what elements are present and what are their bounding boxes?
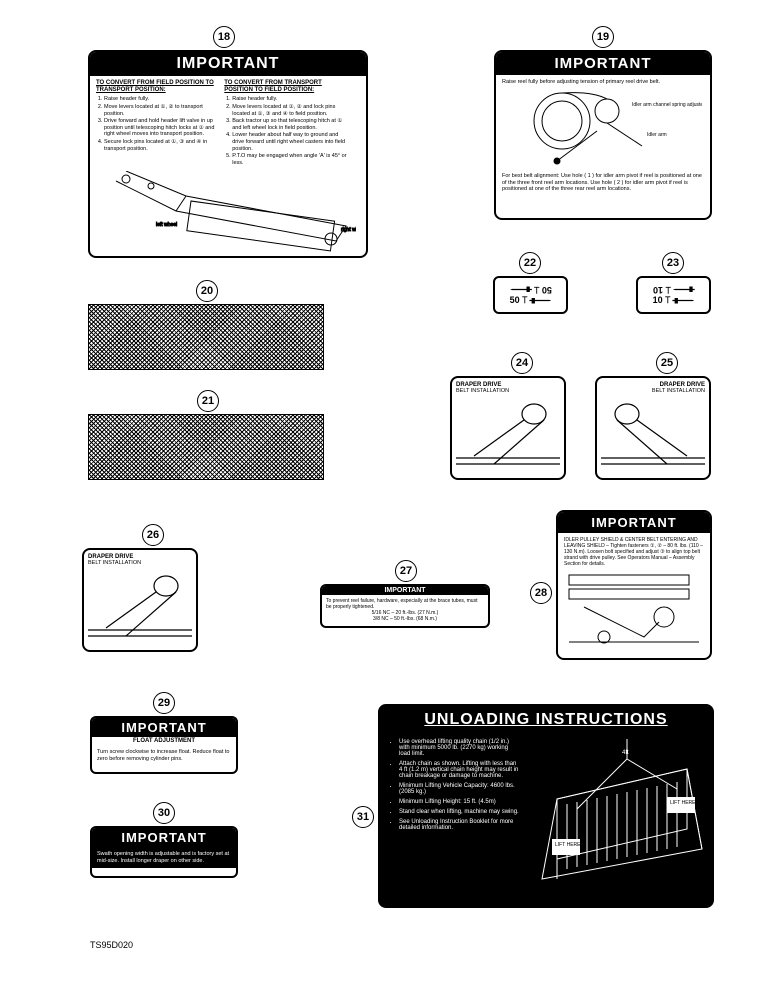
unloading-item: See Unloading Instruction Booklet for mo… <box>399 819 519 831</box>
decal-18-left-title: TO CONVERT FROM FIELD POSITION TO TRANSP… <box>96 80 223 94</box>
decal-18-right-title: TO CONVERT FROM TRANSPORT POSITION TO FI… <box>224 80 351 94</box>
badge-27: 27 <box>395 560 417 582</box>
unloading-diagram: LIFT HERE LIFT HERE 4ft <box>527 739 707 899</box>
decal-30-body: Swath opening width is adjustable and is… <box>92 847 236 868</box>
unloading-header: UNLOADING INSTRUCTIONS <box>381 707 711 733</box>
bolt-icon <box>672 287 694 293</box>
svg-text:4ft: 4ft <box>622 750 629 756</box>
decal-18-left-item: Secure lock pins located at ①, ③ and ④ i… <box>104 139 223 152</box>
decal-29: IMPORTANT FLOAT ADJUSTMENT Turn screw cl… <box>90 716 238 774</box>
torque-23-bottom: 10 ⟙ <box>653 295 671 306</box>
badge-23: 23 <box>662 252 684 274</box>
unloading-item: Use overhead lifting quality chain (1/2 … <box>399 739 519 757</box>
svg-text:Idler arm channel spring adjus: Idler arm channel spring adjuster <box>632 102 702 108</box>
decal-18-right-item: Lower header about half way to ground an… <box>232 132 351 152</box>
decal-28-body: IDLER PULLEY SHIELD & CENTER BELT ENTERI… <box>558 533 710 653</box>
decal-28: IMPORTANT IDLER PULLEY SHIELD & CENTER B… <box>556 510 712 660</box>
page-code: TS95D020 <box>90 940 133 950</box>
bolt-icon <box>510 287 532 293</box>
badge-28: 28 <box>530 582 552 604</box>
decal-27: IMPORTANT To prevent reel failure, hardw… <box>320 584 490 628</box>
decal-27-text1: To prevent reel failure, hardware, espec… <box>326 598 484 610</box>
decal-30: IMPORTANT Swath opening width is adjusta… <box>90 826 238 878</box>
decal-19-bottom-text: For best belt alignment: Use hole ( 1 ) … <box>502 173 704 193</box>
decal-28-diagram <box>564 567 704 647</box>
decal-24: DRAPER DRIVE BELT INSTALLATION <box>450 376 566 480</box>
decal-26-sub: BELT INSTALLATION <box>88 560 192 566</box>
decal-18: IMPORTANT TO CONVERT FROM FIELD POSITION… <box>88 50 368 258</box>
torque-22-top: 50 ⟘ <box>534 284 552 295</box>
mesh-20 <box>88 304 324 370</box>
decal-18-left-item: Move levers located at ①, ② to transport… <box>104 104 223 117</box>
decal-29-sub: FLOAT ADJUSTMENT <box>92 737 236 745</box>
decal-27-body: To prevent reel failure, hardware, espec… <box>322 595 488 625</box>
decal-19: IMPORTANT Raise reel fully before adjust… <box>494 50 712 220</box>
decal-18-left-item: Drive forward and hold header lift valve… <box>104 118 223 138</box>
decal-24-sub: BELT INSTALLATION <box>456 388 560 394</box>
svg-text:left wheel: left wheel <box>156 222 177 228</box>
badge-26: 26 <box>142 524 164 546</box>
badge-20: 20 <box>196 280 218 302</box>
bolt-icon <box>672 298 694 304</box>
decal-25-diagram <box>601 396 705 468</box>
decal-19-body: Raise reel fully before adjusting tensio… <box>496 75 710 197</box>
torque-23-top: ⟘ 10 <box>653 284 671 295</box>
badge-29: 29 <box>153 692 175 714</box>
decal-18-body: TO CONVERT FROM FIELD POSITION TO TRANSP… <box>90 76 366 258</box>
badge-18: 18 <box>213 26 235 48</box>
unloading-item: Attach chain as shown. Lifting with less… <box>399 761 519 779</box>
badge-25: 25 <box>656 352 678 374</box>
unloading-item: Minimum Lifting Height: 15 ft. (4.5m) <box>399 799 519 805</box>
decal-29-body: Turn screw clockwise to increase float. … <box>92 745 236 766</box>
badge-30: 30 <box>153 802 175 824</box>
decal-28-text: IDLER PULLEY SHIELD & CENTER BELT ENTERI… <box>564 537 704 567</box>
decal-18-right-item: Back tractor up so that telescoping hitc… <box>232 118 351 131</box>
mesh-21 <box>88 414 324 480</box>
decal-28-header: IMPORTANT <box>558 512 710 533</box>
torque-22: 50 ⟘ 50 ⟙ <box>493 276 568 314</box>
svg-text:LIFT HERE: LIFT HERE <box>555 842 581 848</box>
unloading-item: Minimum Lifting Vehicle Capacity: 4600 l… <box>399 783 519 795</box>
decal-29-header: IMPORTANT <box>92 718 236 737</box>
badge-31: 31 <box>352 806 374 828</box>
decal-25-sub: BELT INSTALLATION <box>601 388 705 394</box>
bolt-icon <box>529 298 551 304</box>
decal-18-left-item: Raise header fully. <box>104 96 223 103</box>
decal-18-right-item: P.T.O may be engaged when angle 'A' is 4… <box>232 153 351 166</box>
decal-27-text3: 3/8 NC – 50 ft.-lbs. (68 N.m.) <box>326 616 484 622</box>
unloading-body: Use overhead lifting quality chain (1/2 … <box>381 733 711 907</box>
decal-19-header: IMPORTANT <box>496 52 710 75</box>
decal-31-unloading: UNLOADING INSTRUCTIONS Use overhead lift… <box>378 704 714 908</box>
decal-19-top-text: Raise reel fully before adjusting tensio… <box>502 79 704 86</box>
decal-24-diagram <box>456 396 560 468</box>
badge-24: 24 <box>511 352 533 374</box>
decal-18-right-item: Move levers located at ①, ② and lock pin… <box>232 104 351 117</box>
decal-25: DRAPER DRIVE BELT INSTALLATION <box>595 376 711 480</box>
badge-21: 21 <box>197 390 219 412</box>
svg-text:LIFT HERE: LIFT HERE <box>670 800 696 806</box>
decal-30-header: IMPORTANT <box>92 828 236 847</box>
decal-27-header: IMPORTANT <box>322 586 488 595</box>
badge-22: 22 <box>519 252 541 274</box>
decal-18-diagram: right wheel left wheel <box>96 171 356 258</box>
decal-18-header: IMPORTANT <box>90 52 366 76</box>
svg-text:Idler arm: Idler arm <box>647 132 667 138</box>
torque-22-bottom: 50 ⟙ <box>510 295 528 306</box>
unloading-item: Stand clear when lifting, machine may sw… <box>399 809 519 815</box>
svg-text:right wheel: right wheel <box>341 227 356 233</box>
badge-19: 19 <box>592 26 614 48</box>
decal-26: DRAPER DRIVE BELT INSTALLATION <box>82 548 198 652</box>
decal-18-right-item: Raise header fully. <box>232 96 351 103</box>
torque-23: ⟘ 10 10 ⟙ <box>636 276 711 314</box>
decal-19-diagram: Idler arm channel spring adjuster Idler … <box>502 86 702 171</box>
decal-26-diagram <box>88 568 192 640</box>
